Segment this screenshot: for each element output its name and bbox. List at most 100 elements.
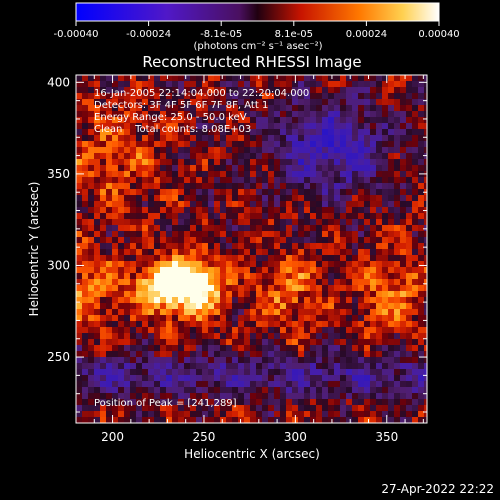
heatmap-cell (364, 159, 371, 166)
heatmap-cell (280, 321, 287, 328)
heatmap-cell (334, 411, 341, 418)
heatmap-cell (154, 399, 161, 406)
heatmap-cell (214, 75, 221, 82)
heatmap-cell (346, 255, 353, 262)
heatmap-cell (130, 141, 137, 148)
heatmap-cell (220, 261, 227, 268)
heatmap-cell (124, 225, 131, 232)
heatmap-cell (190, 375, 197, 382)
heatmap-cell (340, 195, 347, 202)
heatmap-cell (208, 339, 215, 346)
heatmap-cell (100, 129, 107, 136)
heatmap-cell (268, 321, 275, 328)
heatmap-cell (82, 105, 89, 112)
heatmap-cell (226, 255, 233, 262)
heatmap-cell (328, 381, 335, 388)
heatmap-cell (400, 201, 407, 208)
heatmap-cell (352, 213, 359, 220)
heatmap-cell (406, 417, 413, 423)
heatmap-cell (256, 111, 263, 118)
heatmap-cell (364, 357, 371, 364)
heatmap-cell (322, 273, 329, 280)
heatmap-cell (160, 165, 167, 172)
heatmap-cell (232, 75, 239, 82)
heatmap-cell (136, 321, 143, 328)
heatmap-cell (76, 333, 83, 340)
heatmap-cell (322, 99, 329, 106)
heatmap-cell (142, 237, 149, 244)
heatmap-cell (160, 195, 167, 202)
heatmap-cell (124, 345, 131, 352)
heatmap-cell (190, 129, 197, 136)
heatmap-cell (112, 297, 119, 304)
heatmap-cell (334, 159, 341, 166)
heatmap-cell (376, 81, 383, 88)
heatmap-cell (202, 243, 209, 250)
heatmap-cell (184, 147, 191, 154)
heatmap-cell (94, 303, 101, 310)
heatmap-cell (208, 345, 215, 352)
heatmap-cell (196, 411, 203, 418)
heatmap-cell (148, 81, 155, 88)
heatmap-cell (334, 177, 341, 184)
heatmap-cell (130, 393, 137, 400)
heatmap-cell (184, 201, 191, 208)
heatmap-cell (148, 339, 155, 346)
heatmap-cell (118, 105, 125, 112)
heatmap-cell (256, 399, 263, 406)
heatmap-cell (418, 183, 425, 190)
heatmap-cell (190, 339, 197, 346)
heatmap-cell (106, 177, 113, 184)
heatmap-cell (280, 315, 287, 322)
heatmap-cell (382, 351, 389, 358)
heatmap-cell (256, 369, 263, 376)
heatmap-cell (220, 393, 227, 400)
heatmap-cell (100, 141, 107, 148)
heatmap-cell (400, 231, 407, 238)
x-axis-label: Heliocentric X (arcsec) (184, 447, 320, 461)
heatmap-cell (196, 351, 203, 358)
heatmap-cell (304, 399, 311, 406)
heatmap-cell (130, 261, 137, 268)
heatmap-cell (358, 213, 365, 220)
heatmap-cell (304, 321, 311, 328)
heatmap-cell (388, 369, 395, 376)
heatmap-cell (94, 327, 101, 334)
heatmap-cell (238, 141, 245, 148)
heatmap-cell (382, 93, 389, 100)
heatmap-cell (364, 261, 371, 268)
heatmap-cell (118, 309, 125, 316)
heatmap-cell (268, 405, 275, 412)
heatmap-cell (418, 369, 425, 376)
heatmap-cell (370, 261, 377, 268)
heatmap-cell (232, 333, 239, 340)
heatmap-cell (196, 165, 203, 172)
heatmap-cell (310, 345, 317, 352)
heatmap-cell (388, 267, 395, 274)
heatmap-cell (124, 327, 131, 334)
heatmap-cell (166, 369, 173, 376)
heatmap-cell (154, 195, 161, 202)
heatmap-cell (220, 225, 227, 232)
heatmap-cell (310, 141, 317, 148)
heatmap-cell (298, 321, 305, 328)
heatmap-cell (94, 147, 101, 154)
heatmap-cell (328, 159, 335, 166)
heatmap-cell (376, 189, 383, 196)
heatmap-cell (316, 369, 323, 376)
heatmap-cell (160, 243, 167, 250)
heatmap-cell (190, 117, 197, 124)
heatmap-cell (352, 345, 359, 352)
heatmap-cell (394, 255, 401, 262)
heatmap-cell (232, 417, 239, 423)
heatmap-cell (76, 261, 83, 268)
heatmap-cell (208, 75, 215, 82)
heatmap-cell (166, 339, 173, 346)
heatmap-cell (88, 237, 95, 244)
heatmap-cell (118, 213, 125, 220)
heatmap-cell (382, 363, 389, 370)
heatmap-cell (214, 369, 221, 376)
heatmap-cell (160, 213, 167, 220)
heatmap-cell (226, 195, 233, 202)
heatmap-cell (262, 195, 269, 202)
